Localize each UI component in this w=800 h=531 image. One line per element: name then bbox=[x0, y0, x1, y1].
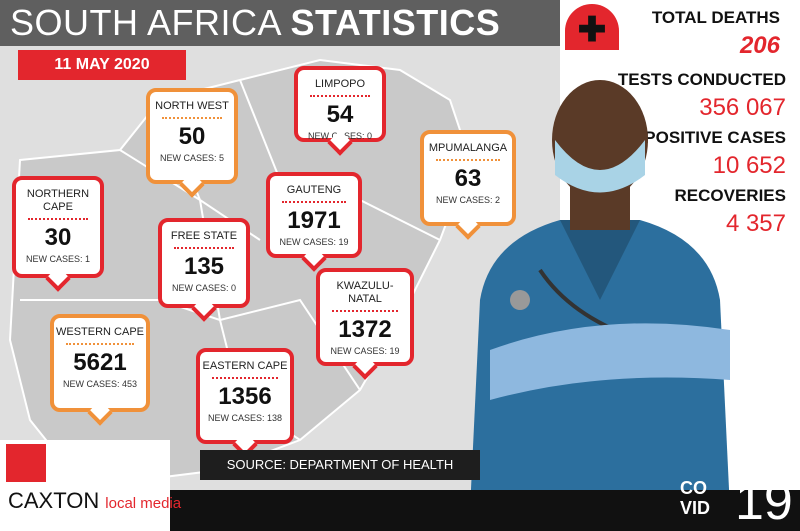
card-eastern-cape: EASTERN CAPE 1356 NEW CASES: 138 bbox=[196, 348, 294, 458]
card-northern-cape: NORTHERN CAPE 30 NEW CASES: 1 bbox=[12, 176, 104, 292]
province-cases: 5621 bbox=[73, 349, 127, 376]
province-new-cases: NEW CASES: 0 bbox=[171, 283, 236, 293]
province-name: FREE STATE bbox=[170, 230, 238, 242]
province-name: GAUTENG bbox=[286, 184, 342, 196]
card-mpumalanga: MPUMALANGA 63 NEW CASES: 2 bbox=[420, 130, 516, 240]
total-deaths-label: TOTAL DEATHS bbox=[651, 8, 780, 27]
cross-icon: ✚ bbox=[565, 4, 619, 50]
province-new-cases: NEW CASES: 5 bbox=[159, 153, 224, 163]
covid-logo: CO VID bbox=[680, 478, 711, 518]
province-new-cases: NEW CASES: 2 bbox=[435, 195, 500, 205]
doctor-illustration bbox=[470, 80, 730, 510]
province-new-cases: NEW CASES: 19 bbox=[330, 346, 400, 356]
total-deaths-value: 206 bbox=[739, 32, 780, 59]
date-badge: 11 MAY 2020 bbox=[18, 50, 186, 80]
province-new-cases: NEW CASES: 453 bbox=[62, 379, 138, 389]
province-cases: 135 bbox=[183, 253, 225, 280]
recoveries-label: RECOVERIES bbox=[674, 186, 786, 205]
positive-value: 10 652 bbox=[712, 152, 786, 179]
province-cases: 1356 bbox=[218, 383, 272, 410]
province-cases: 30 bbox=[44, 224, 72, 251]
card-kwazulu-natal: KWAZULU-NATAL 1372 NEW CASES: 19 bbox=[316, 268, 414, 380]
header-bar bbox=[0, 0, 560, 46]
caxton-logo: CAXTON local media bbox=[8, 488, 182, 513]
page-title: SOUTH AFRICA STATISTICS bbox=[10, 2, 501, 43]
covid-logo-number: 19 bbox=[735, 473, 793, 531]
province-name: NORTHERN CAPE bbox=[26, 188, 90, 213]
positive-label: POSITIVE CASES bbox=[644, 128, 786, 147]
card-north-west: NORTH WEST 50 NEW CASES: 5 bbox=[146, 88, 238, 198]
province-cases: 1971 bbox=[287, 207, 341, 234]
caxton-logo-icon bbox=[6, 444, 46, 482]
province-cases: 50 bbox=[178, 123, 206, 150]
source-caption: SOURCE: DEPARTMENT OF HEALTH bbox=[200, 450, 480, 480]
card-free-state: FREE STATE 135 NEW CASES: 0 bbox=[158, 218, 250, 322]
tests-value: 356 067 bbox=[699, 94, 786, 121]
province-name: LIMPOPO bbox=[314, 78, 366, 90]
province-new-cases: NEW CASES: 19 bbox=[279, 237, 349, 247]
tests-label: TESTS CONDUCTED bbox=[617, 70, 786, 89]
province-name: KWAZULU-NATAL bbox=[336, 280, 394, 305]
province-new-cases: NEW CASES: 138 bbox=[207, 413, 283, 423]
province-cases: 1372 bbox=[338, 316, 392, 343]
recoveries-value: 4 357 bbox=[725, 210, 786, 237]
province-cases: 63 bbox=[454, 165, 482, 192]
province-name: NORTH WEST bbox=[155, 100, 229, 112]
province-name: EASTERN CAPE bbox=[202, 360, 288, 372]
province-name: MPUMALANGA bbox=[428, 142, 508, 154]
card-gauteng: GAUTENG 1971 NEW CASES: 19 bbox=[266, 172, 362, 272]
province-new-cases: NEW CASES: 1 bbox=[25, 254, 90, 264]
province-name: WESTERN CAPE bbox=[55, 326, 144, 338]
province-cases: 54 bbox=[326, 101, 354, 128]
card-western-cape: WESTERN CAPE 5621 NEW CASES: 453 bbox=[50, 314, 150, 426]
card-limpopo: LIMPOPO 54 NEW CASES: 0 bbox=[294, 66, 386, 156]
